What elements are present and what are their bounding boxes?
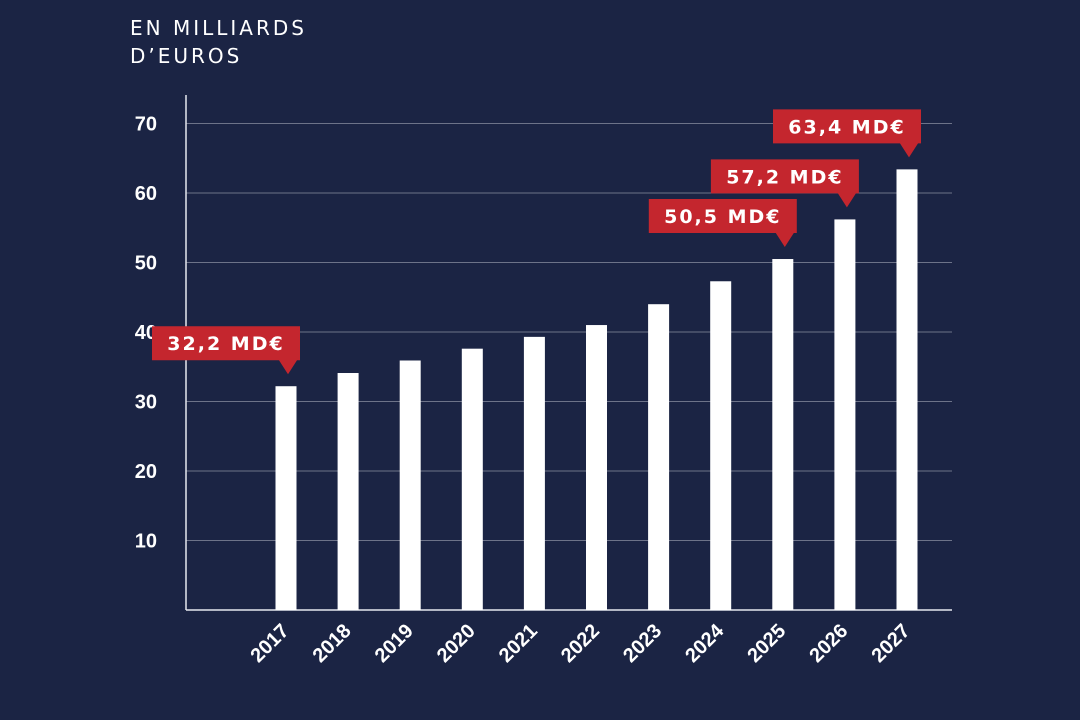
bar-2027: [896, 169, 918, 610]
bar-2022: [586, 325, 607, 610]
bar-2020: [461, 348, 483, 610]
chart-unit-title-line-1: EN MILLIARDS: [130, 16, 307, 40]
x-tick-label-2027: 2027: [868, 620, 915, 667]
x-tick-label-2023: 2023: [619, 620, 666, 667]
y-tick-label-50: 50: [135, 253, 157, 275]
y-tick-label-60: 60: [135, 183, 157, 205]
callout-box-2025: [648, 199, 797, 248]
bar-2019: [399, 360, 421, 610]
callout-label-2025: 50,5 MD€: [664, 206, 781, 228]
x-tick-label-2024: 2024: [681, 619, 729, 667]
x-tick-label-2018: 2018: [309, 620, 356, 667]
callout-label-2017: 32,2 MD€: [167, 333, 284, 355]
x-tick-label-2021: 2021: [495, 620, 542, 667]
x-tick-label-2020: 2020: [433, 620, 480, 667]
y-tick-label-10: 10: [135, 531, 157, 553]
callout-box-2026: [710, 159, 859, 208]
chart-unit-title-line-2: D’EUROS: [130, 44, 243, 68]
chart-unit-title: EN MILLIARDS D’EUROS: [130, 14, 307, 70]
y-tick-label-70: 70: [135, 114, 157, 136]
x-tick-label-2025: 2025: [743, 620, 790, 667]
bar-2023: [648, 304, 670, 610]
x-tick-label-2022: 2022: [557, 620, 604, 667]
y-tick-label-30: 30: [135, 392, 157, 414]
callout-box-2017: [152, 326, 300, 375]
bar-2024: [710, 281, 732, 610]
callout-box-2027: [773, 109, 921, 158]
x-tick-label-2026: 2026: [805, 620, 852, 667]
x-tick-label-2017: 2017: [247, 620, 294, 667]
bar-2017: [275, 386, 297, 610]
y-tick-label-20: 20: [135, 461, 157, 483]
bar-2021: [523, 336, 545, 610]
bar-2018: [337, 373, 359, 610]
x-tick-label-2019: 2019: [371, 620, 418, 667]
callout-label-2026: 57,2 MD€: [726, 166, 843, 188]
y-tick-label-40: 40: [135, 322, 157, 344]
callout-label-2027: 63,4 MD€: [788, 116, 905, 138]
bar-2025: [772, 259, 794, 610]
bar-2026: [834, 219, 856, 610]
